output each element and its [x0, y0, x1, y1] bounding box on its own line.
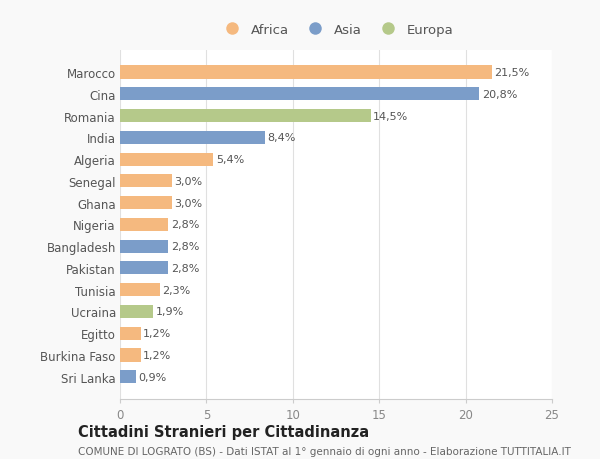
Text: 3,0%: 3,0% — [175, 176, 203, 186]
Text: 14,5%: 14,5% — [373, 112, 409, 121]
Bar — [120, 196, 172, 210]
Bar — [120, 218, 169, 231]
Bar — [120, 284, 160, 297]
Bar — [120, 132, 265, 145]
Bar — [120, 327, 141, 340]
Bar — [120, 67, 491, 79]
Bar — [120, 110, 371, 123]
Text: 1,2%: 1,2% — [143, 329, 172, 338]
Bar — [120, 240, 169, 253]
Text: 1,2%: 1,2% — [143, 350, 172, 360]
Text: 2,8%: 2,8% — [171, 241, 199, 252]
Bar — [120, 349, 141, 362]
Text: 2,8%: 2,8% — [171, 263, 199, 274]
Text: 0,9%: 0,9% — [138, 372, 166, 382]
Text: 21,5%: 21,5% — [494, 68, 529, 78]
Bar — [120, 88, 479, 101]
Text: 5,4%: 5,4% — [216, 155, 244, 165]
Text: 8,4%: 8,4% — [268, 133, 296, 143]
Bar — [120, 175, 172, 188]
Text: Cittadini Stranieri per Cittadinanza: Cittadini Stranieri per Cittadinanza — [78, 425, 369, 440]
Text: COMUNE DI LOGRATO (BS) - Dati ISTAT al 1° gennaio di ogni anno - Elaborazione TU: COMUNE DI LOGRATO (BS) - Dati ISTAT al 1… — [78, 446, 571, 456]
Bar — [120, 305, 153, 318]
Bar — [120, 153, 214, 166]
Text: 2,3%: 2,3% — [163, 285, 191, 295]
Text: 20,8%: 20,8% — [482, 90, 517, 100]
Bar — [120, 262, 169, 275]
Text: 2,8%: 2,8% — [171, 220, 199, 230]
Legend: Africa, Asia, Europa: Africa, Asia, Europa — [214, 19, 458, 42]
Bar — [120, 370, 136, 383]
Text: 1,9%: 1,9% — [155, 307, 184, 317]
Text: 3,0%: 3,0% — [175, 198, 203, 208]
